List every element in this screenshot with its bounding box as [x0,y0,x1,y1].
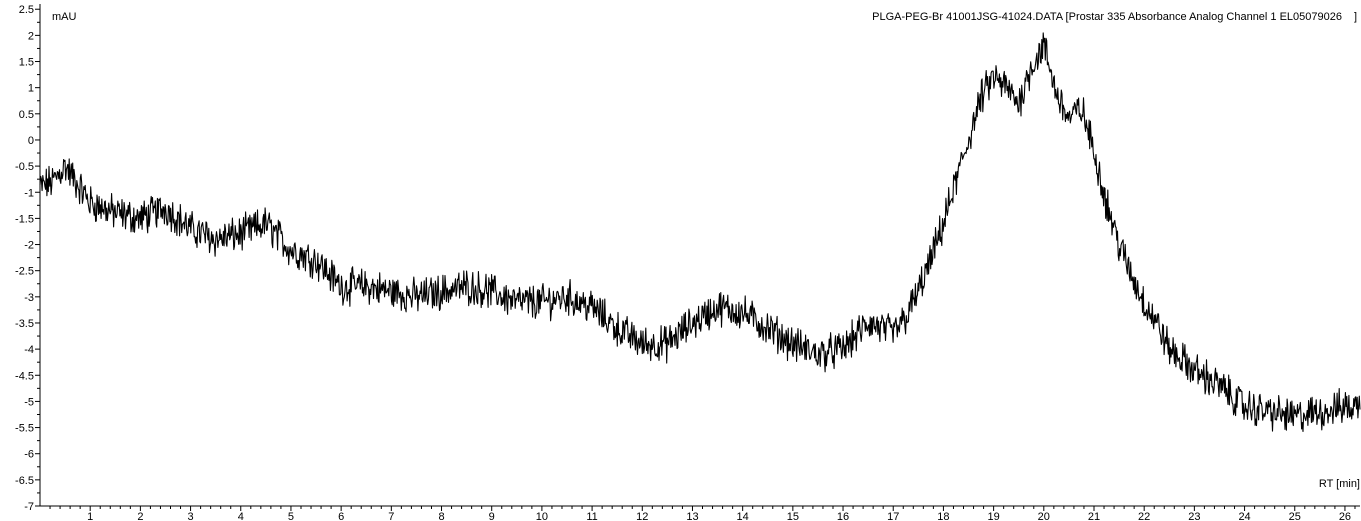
y-tick-label: 1 [28,83,34,95]
y-tick-label: -3 [24,292,34,304]
y-tick-label: 2.5 [19,4,34,16]
x-axis: 1 2 3 4 5 6 7 8 9 10 11 12 13 14 15 16 17 18 19 20 21 22 23 24 2… [49,506,1356,521]
x-tick-label: 12 [636,511,648,521]
y-tick-label: -1 [24,187,34,199]
y-tick-label: -1.5 [15,213,34,225]
x-tick-label: 4 [238,511,244,521]
x-tick-label: 2 [137,511,143,521]
x-tick-label: 20 [1038,511,1050,521]
x-tick-label: 22 [1138,511,1150,521]
y-tick-label: 0 [28,135,34,147]
x-tick-label: 18 [937,511,949,521]
x-tick-label: 19 [987,511,999,521]
y-tick-label: -7 [24,501,34,513]
y-tick-label: -4.5 [15,370,34,382]
x-tick-label: 5 [288,511,294,521]
x-tick-label: 17 [887,511,899,521]
chart-title-bracket: ] [1354,11,1357,23]
x-tick-label: 3 [188,511,194,521]
x-tick-label: 14 [737,511,749,521]
x-tick-label: 21 [1088,511,1100,521]
x-tick-label: 11 [586,511,597,521]
x-tick-label: 6 [338,511,344,521]
y-tick-label: -6.5 [15,475,34,487]
y-tick-label: -5.5 [15,423,34,435]
y-axis-unit-label: mAU [52,11,77,23]
x-tick-label: 25 [1289,511,1301,521]
y-tick-label: -3.5 [15,318,34,330]
x-tick-label: 13 [686,511,698,521]
y-tick-label: -4 [24,344,34,356]
y-tick-label: -5 [24,396,34,408]
y-tick-label: 0.5 [19,109,34,121]
y-tick-label: -6 [24,449,34,461]
absorbance-trace [39,32,1361,433]
chart-title: PLGA-PEG-Br 41001JSG-41024.DATA [Prostar… [872,11,1342,23]
x-tick-label: 16 [837,511,849,521]
x-tick-label: 15 [787,511,799,521]
y-tick-label: -2.5 [15,266,34,278]
y-tick-label: -2 [24,240,34,252]
y-axis: 2.5 2 1.5 1 0.5 0 -0.5 -1 -1.5 -2 -2.5 -3 -3.5 -4 -4.5… [15,4,40,513]
y-tick-label: -0.5 [15,161,34,173]
x-tick-label: 7 [388,511,394,521]
x-tick-label: 26 [1339,511,1351,521]
x-axis-unit-label: RT [min] [1319,478,1360,490]
y-tick-label: 1.5 [19,57,34,69]
x-tick-label: 10 [536,511,548,521]
y-tick-label: 2 [28,30,34,42]
x-tick-label: 9 [489,511,495,521]
x-tick-label: 24 [1238,511,1250,521]
x-tick-label: 23 [1188,511,1200,521]
x-tick-label: 1 [87,511,93,521]
x-tick-label: 8 [438,511,444,521]
